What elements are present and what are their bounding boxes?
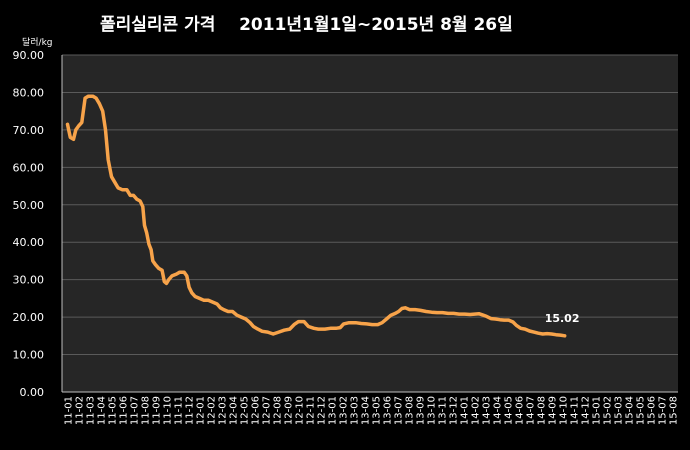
series-layer [65,94,567,338]
x-tick-label: 11-08 [141,396,152,425]
x-tick-label: 13-12 [449,396,460,425]
x-tick-label: 13-06 [383,396,394,425]
x-tick-label: 14-05 [504,396,515,425]
x-tick-label: 11-05 [108,396,119,425]
chart-title: 폴리실리콘 가격 2011년1월1일~2015년 8월 26일 [100,15,513,35]
x-tick-label: 15-01 [592,396,603,425]
x-tick-label: 11-03 [86,396,97,425]
y-tick-label: 10.00 [13,349,45,362]
x-tick-label: 14-02 [471,396,482,425]
x-tick-label: 13-04 [361,396,372,425]
x-tick-label: 14-12 [581,396,592,425]
annotations: 15.02 [545,312,580,325]
x-tick-label: 12-08 [273,396,284,425]
x-tick-label: 12-01 [196,396,207,425]
y-tick-label: 30.00 [13,274,45,287]
x-tick-label: 14-06 [515,396,526,425]
x-tick-label: 13-11 [438,396,449,425]
x-axis-ticks: 11-01 11-02 11-03 11-04 11-05 11-06 11-07 11-08… [64,396,680,425]
y-tick-label: 40.00 [13,236,45,249]
x-tick-label: 14-01 [460,396,471,425]
x-tick-label: 12-10 [295,396,306,425]
x-tick-label: 11-11 [174,396,185,425]
x-tick-label: 14-07 [526,396,537,425]
x-tick-label: 12-02 [207,396,218,425]
x-tick-label: 11-12 [185,396,196,425]
x-tick-label: 14-10 [559,396,570,425]
x-tick-label: 14-08 [537,396,548,425]
x-tick-label: 12-04 [229,396,240,425]
data-label: 15.02 [545,312,580,325]
series-line [65,94,567,338]
x-tick-label: 15-07 [658,396,669,425]
x-tick-label: 14-11 [570,396,581,425]
x-tick-label: 13-01 [328,396,339,425]
x-tick-label: 15-06 [647,396,658,425]
y-tick-label: 0.00 [20,386,45,399]
x-tick-label: 11-01 [64,396,75,425]
x-tick-label: 13-09 [416,396,427,425]
x-tick-label: 14-04 [493,396,504,425]
y-tick-label: 20.00 [13,311,45,324]
x-tick-label: 11-06 [119,396,130,425]
x-tick-label: 12-12 [317,396,328,425]
x-tick-label: 13-02 [339,396,350,425]
x-tick-label: 15-05 [636,396,647,425]
x-tick-label: 12-05 [240,396,251,425]
x-tick-label: 15-04 [625,396,636,425]
x-tick-label: 15-03 [614,396,625,425]
y-tick-label: 90.00 [13,49,45,62]
x-tick-label: 13-08 [405,396,416,425]
x-tick-label: 12-09 [284,396,295,425]
x-tick-label: 13-10 [427,396,438,425]
plot-area [62,55,678,392]
y-axis-ticks: 0.00 10.00 20.00 30.00 40.00 50.00 60.00 70.00 8… [13,49,678,399]
y-tick-label: 80.00 [13,86,45,99]
x-tick-label: 12-07 [262,396,273,425]
y-tick-label: 70.00 [13,124,45,137]
x-tick-label: 11-04 [97,396,108,425]
x-tick-label: 12-06 [251,396,262,425]
x-tick-label: 13-03 [350,396,361,425]
x-tick-label: 11-10 [163,396,174,425]
x-tick-label: 11-07 [130,396,141,425]
x-tick-label: 11-09 [152,396,163,425]
y-tick-label: 60.00 [13,161,45,174]
x-tick-label: 14-09 [548,396,559,425]
x-tick-label: 13-05 [372,396,383,425]
x-tick-label: 15-08 [669,396,680,425]
x-tick-label: 15-02 [603,396,614,425]
x-tick-label: 12-11 [306,396,317,425]
x-tick-label: 11-02 [75,396,86,425]
y-tick-label: 50.00 [13,199,45,212]
x-tick-label: 12-03 [218,396,229,425]
y-axis-label: 달러/kg [22,36,53,48]
x-tick-label: 13-07 [394,396,405,425]
x-tick-label: 14-03 [482,396,493,425]
